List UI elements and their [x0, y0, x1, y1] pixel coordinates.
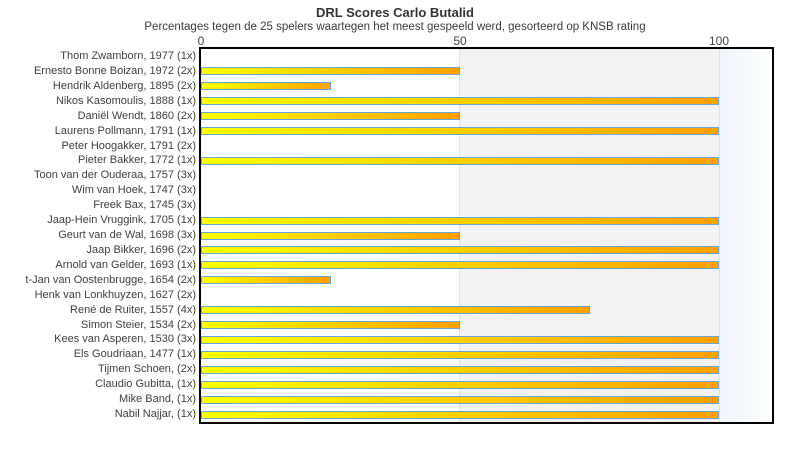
y-axis-label: Henk van Lonkhuyzen, 1627 (2x): [34, 288, 196, 301]
bar: [201, 395, 719, 404]
x-tick-label-100: 100: [708, 34, 730, 48]
y-axis-label: Hendrik Aldenberg, 1895 (2x): [52, 79, 196, 92]
y-axis-label: Simon Steier, 1534 (2x): [81, 318, 196, 331]
background-band-beyond-100: [719, 49, 772, 422]
chart-subtitle: Percentages tegen de 25 spelers waartege…: [144, 21, 646, 33]
y-axis-label: Mike Band, (1x): [118, 393, 196, 406]
y-axis-label: Freek Bax, 1745 (3x): [93, 199, 196, 212]
y-axis-label: Tijmen Schoen, (2x): [97, 363, 196, 376]
y-axis-label: Toon van der Ouderaa, 1757 (3x): [33, 169, 196, 182]
y-axis-label: Els Goudriaan, 1477 (1x): [73, 348, 196, 361]
chart-title: DRL Scores Carlo Butalid: [316, 5, 474, 20]
y-axis-label: Pieter Bakker, 1772 (1x): [77, 154, 196, 167]
y-axis-label: Claudio Gubitta, (1x): [95, 378, 196, 391]
plot-area: [199, 47, 774, 424]
bar: [201, 410, 719, 419]
y-axis-labels: Thom Zwamborn, 1977 (1x) Ernesto Bonne Bo…: [0, 49, 196, 422]
bar: [201, 306, 590, 315]
y-axis-label: René de Ruiter, 1557 (4x): [70, 303, 196, 316]
y-axis-label: Nikos Kasomoulis, 1888 (1x): [55, 94, 196, 107]
y-axis-label: Jaap Bikker, 1696 (2x): [86, 243, 196, 256]
bar: [201, 231, 460, 240]
y-axis-label: Nabil Najjar, (1x): [114, 408, 196, 421]
x-tick-label-0: 0: [197, 34, 205, 48]
bar: [201, 276, 331, 285]
y-axis-label: Kees van Asperen, 1530 (3x): [54, 333, 196, 346]
y-axis-label: Geurt van de Wal, 1698 (3x): [58, 229, 196, 242]
bar: [201, 82, 331, 91]
background-band-50-100: [459, 49, 719, 422]
bar: [201, 127, 719, 136]
y-axis-label: Peter Hoogakker, 1791 (2x): [61, 139, 196, 152]
bar: [201, 321, 460, 330]
bar: [201, 67, 460, 76]
bar: [201, 261, 719, 270]
bar: [201, 335, 719, 344]
bar: [201, 365, 719, 374]
y-axis-label: Daniël Wendt, 1860 (2x): [77, 109, 196, 122]
bar: [201, 216, 719, 225]
y-axis-label: Wim van Hoek, 1747 (3x): [71, 184, 196, 197]
y-axis-label: t-Jan van Oostenbrugge, 1654 (2x): [25, 273, 196, 286]
bar: [201, 246, 719, 255]
y-axis-label: Jaap-Hein Vruggink, 1705 (1x): [47, 214, 196, 227]
gridline-100: [719, 49, 720, 422]
x-tick-label-50: 50: [453, 34, 467, 48]
bar: [201, 156, 719, 165]
y-axis-label: Arnold van Gelder, 1693 (1x): [55, 258, 196, 271]
bar: [201, 380, 719, 389]
y-axis-label: Thom Zwamborn, 1977 (1x): [60, 50, 196, 62]
bar: [201, 97, 719, 106]
bar: [201, 112, 460, 121]
y-axis-label: Ernesto Bonne Boizan, 1972 (2x): [33, 64, 196, 77]
bar: [201, 350, 719, 359]
y-axis-label: Laurens Pollmann, 1791 (1x): [54, 124, 196, 137]
